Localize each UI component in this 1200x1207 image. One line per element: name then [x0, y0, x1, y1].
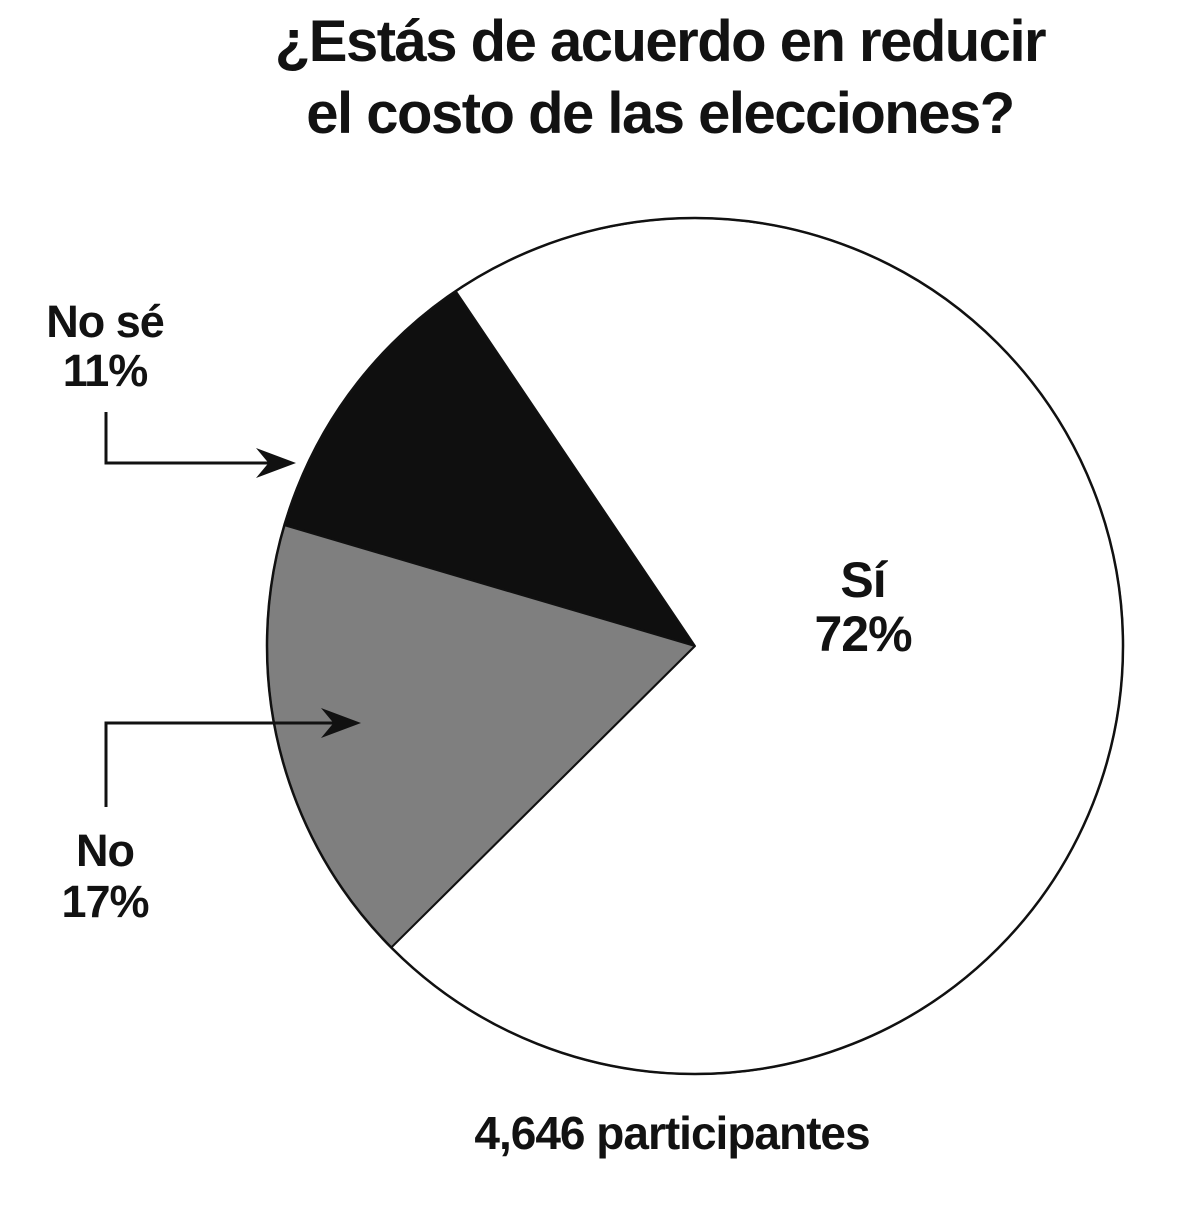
pie-outline-circle — [265, 216, 1125, 1076]
no-callout-arrow — [104, 708, 361, 807]
chart-title-line-1: ¿Estás de acuerdo en reducir — [274, 9, 1047, 74]
label-no-pct: 17% — [61, 876, 149, 927]
label-no: No 17% — [15, 825, 195, 927]
label-no-se-pct: 11% — [62, 345, 149, 396]
no-se-callout-arrow — [104, 412, 296, 478]
label-no-se: No sé 11% — [15, 297, 195, 395]
label-si-pct: 72% — [814, 606, 912, 662]
chart-title-line-2: el costo de las elecciones? — [306, 81, 1015, 146]
label-no-se-name: No sé — [46, 296, 165, 347]
participants-note: 4,646 participantes — [474, 1107, 870, 1159]
pie-slices — [266, 217, 1125, 1076]
label-si-name: Sí — [840, 552, 886, 608]
label-si: Sí 72% — [763, 553, 963, 661]
chart-title: ¿Estás de acuerdo en reducir el costo de… — [120, 6, 1200, 150]
label-no-name: No — [76, 825, 135, 876]
